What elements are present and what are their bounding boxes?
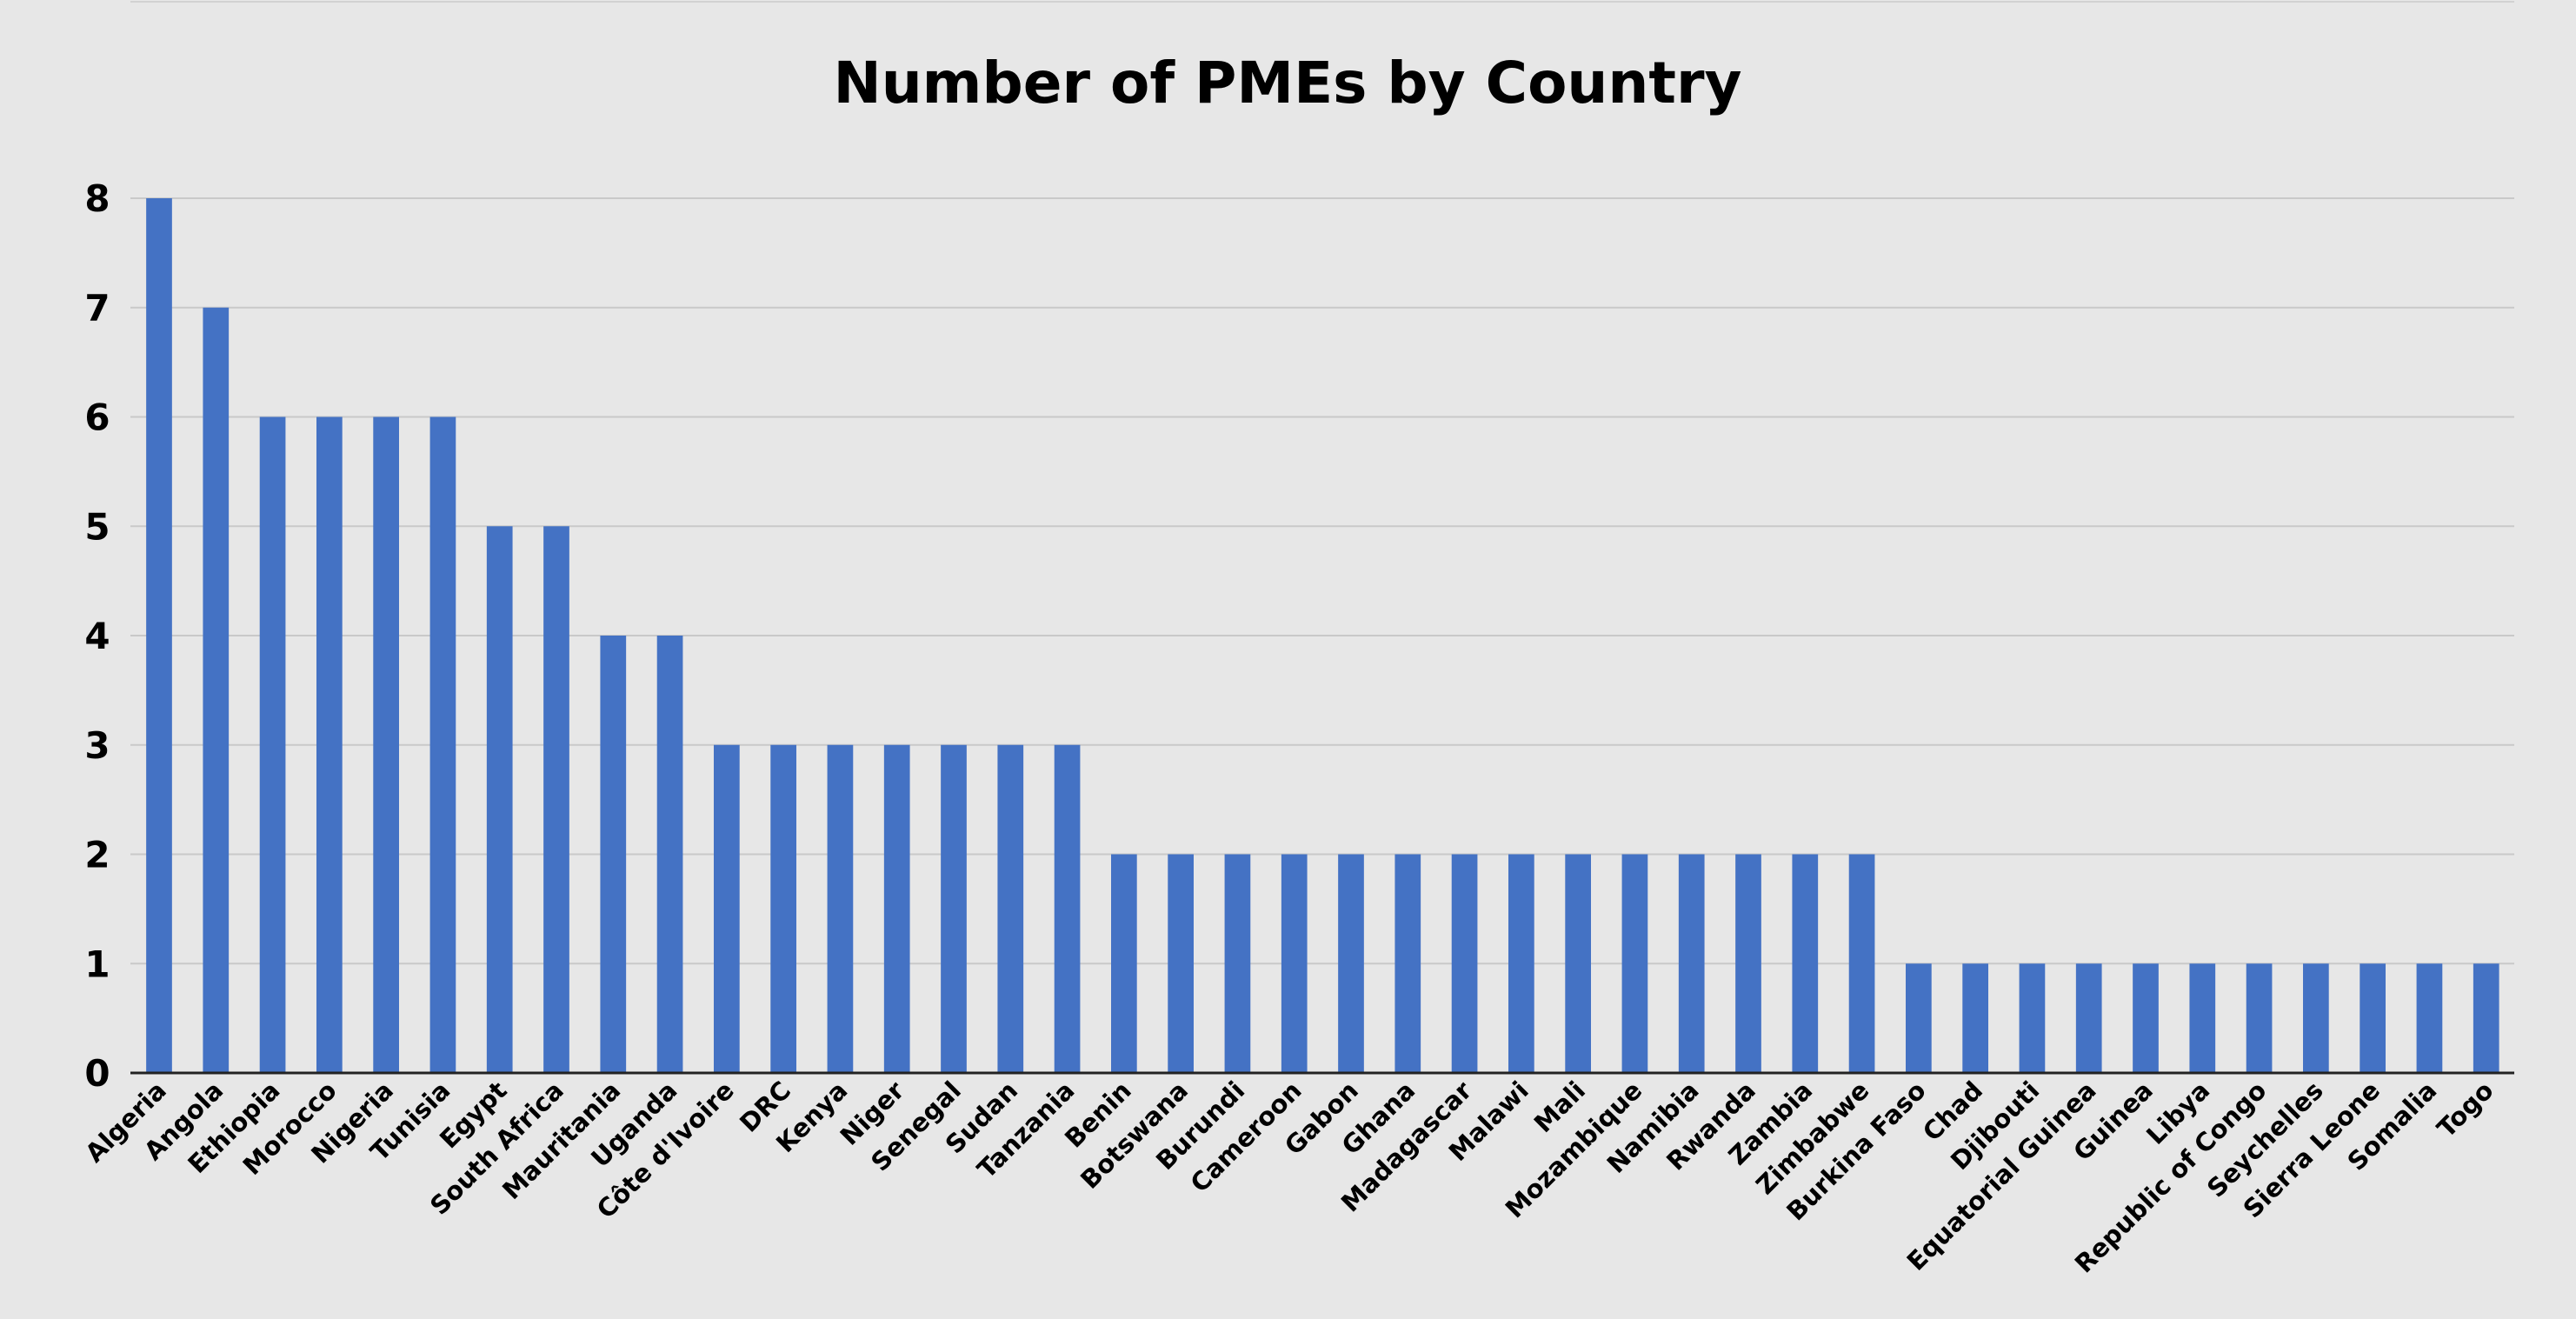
bar <box>1962 963 1988 1073</box>
bar <box>1678 854 1705 1073</box>
y-tick-label: 3 <box>84 724 110 767</box>
y-tick-label: 7 <box>84 287 110 330</box>
x-axis-tick-labels: AlgeriaAngolaEthiopiaMoroccoNigeriaTunis… <box>79 1075 2499 1278</box>
bar <box>941 744 967 1073</box>
bar <box>997 744 1024 1073</box>
bar <box>2075 963 2102 1073</box>
bar <box>600 636 627 1073</box>
bar <box>1792 854 1819 1073</box>
y-axis-tick-labels: 0 1 2 3 4 5 6 7 8 <box>84 177 110 1095</box>
y-tick-label: 0 <box>84 1052 110 1095</box>
bar <box>316 416 343 1073</box>
bar <box>2473 963 2499 1073</box>
y-tick-label: 4 <box>84 615 110 657</box>
bar <box>486 526 513 1073</box>
bar <box>2133 963 2159 1073</box>
bar <box>2360 963 2386 1073</box>
bar <box>1338 854 1364 1073</box>
bar <box>259 416 286 1073</box>
bar <box>1451 854 1478 1073</box>
bar <box>2019 963 2046 1073</box>
bars <box>146 198 2499 1073</box>
bar <box>1508 854 1534 1073</box>
bar <box>2303 963 2329 1073</box>
bar <box>1906 963 1932 1073</box>
chart-title: Number of PMEs by Country <box>833 50 1741 117</box>
bar <box>373 416 399 1073</box>
y-tick-label: 6 <box>84 396 110 439</box>
bar <box>770 744 796 1073</box>
bar <box>543 526 569 1073</box>
y-tick-label: 2 <box>84 834 110 876</box>
bar <box>1395 854 1421 1073</box>
bar <box>883 744 910 1073</box>
bar <box>1281 854 1308 1073</box>
bar <box>429 416 456 1073</box>
bar <box>146 198 172 1073</box>
bar <box>1565 854 1591 1073</box>
x-tick-label: Togo <box>2431 1076 2499 1143</box>
bar <box>1621 854 1648 1073</box>
bar <box>203 307 230 1073</box>
bar <box>1168 854 1194 1073</box>
gridlines <box>130 197 2514 965</box>
bar <box>1735 854 1761 1073</box>
bar <box>2246 963 2273 1073</box>
y-tick-label: 1 <box>84 943 110 985</box>
bar <box>2189 963 2216 1073</box>
bar <box>1054 744 1081 1073</box>
y-tick-label: 8 <box>84 177 110 220</box>
bar <box>1111 854 1137 1073</box>
bar <box>1848 854 1875 1073</box>
bar <box>827 744 854 1073</box>
bar <box>2416 963 2443 1073</box>
bar <box>714 744 740 1073</box>
bar <box>1224 854 1251 1073</box>
y-tick-label: 5 <box>84 505 110 548</box>
bar <box>656 636 683 1073</box>
